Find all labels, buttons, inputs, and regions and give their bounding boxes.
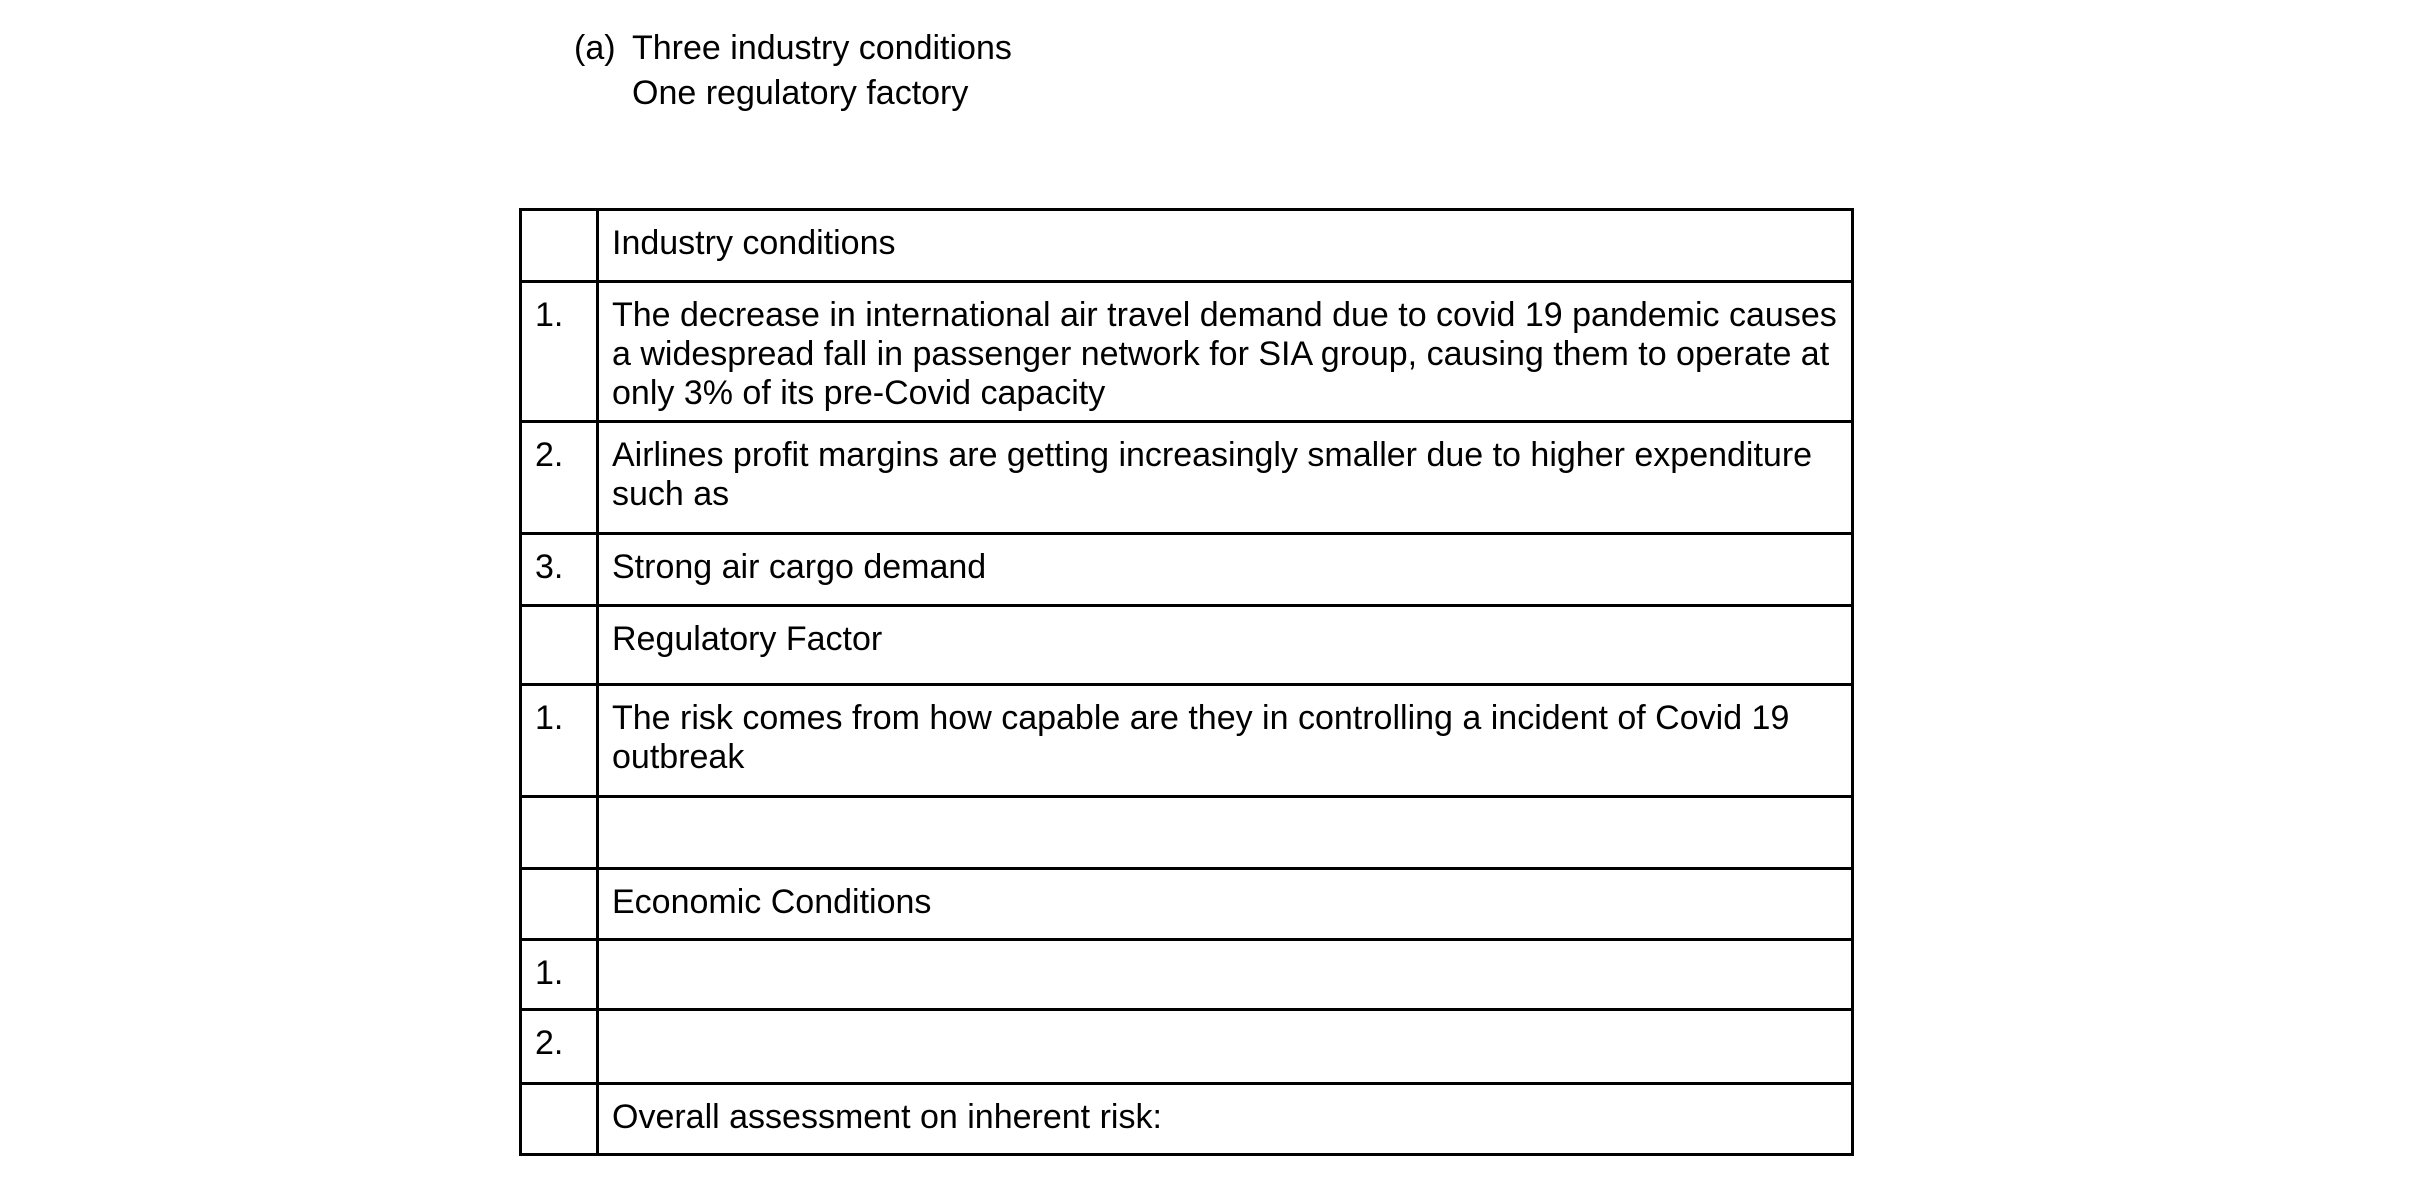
row-text-cell xyxy=(596,795,1854,870)
table-row: 2. Airlines profit margins are getting i… xyxy=(519,420,1854,535)
table-row: 1. The risk comes from how capable are t… xyxy=(519,683,1854,798)
row-text-cell: Airlines profit margins are getting incr… xyxy=(596,420,1854,535)
heading-text: Three industry conditions One regulatory… xyxy=(632,26,1012,116)
row-number-cell xyxy=(519,1082,599,1156)
section-header-cell: Regulatory Factor xyxy=(596,604,1854,686)
list-marker: (a) xyxy=(574,29,616,67)
row-number-cell xyxy=(519,795,599,870)
row-text-cell xyxy=(596,938,1854,1011)
row-text-cell xyxy=(596,1008,1854,1085)
table-row: Industry conditions xyxy=(519,208,1854,283)
section-header-cell: Economic Conditions xyxy=(596,867,1854,941)
table-row: 3. Strong air cargo demand xyxy=(519,532,1854,607)
row-text-cell: The decrease in international air travel… xyxy=(596,280,1854,423)
table-row: Overall assessment on inherent risk: xyxy=(519,1082,1854,1156)
row-text-cell: Strong air cargo demand xyxy=(596,532,1854,607)
list-item-a: (a) Three industry conditions One regula… xyxy=(574,26,1012,116)
table-row: 1. The decrease in international air tra… xyxy=(519,280,1854,423)
row-text-cell: The risk comes from how capable are they… xyxy=(596,683,1854,798)
row-number-cell: 2. xyxy=(519,1008,599,1085)
table-row: Economic Conditions xyxy=(519,867,1854,941)
row-number-cell xyxy=(519,208,599,283)
row-number-cell: 1. xyxy=(519,938,599,1011)
row-number-cell xyxy=(519,867,599,941)
table-row xyxy=(519,795,1854,870)
row-number-cell: 3. xyxy=(519,532,599,607)
heading-line-2: One regulatory factory xyxy=(632,74,969,112)
table-row: Regulatory Factor xyxy=(519,604,1854,686)
risk-assessment-table: Industry conditions 1. The decrease in i… xyxy=(519,208,1854,1156)
section-header-cell: Industry conditions xyxy=(596,208,1854,283)
heading-line-1: Three industry conditions xyxy=(632,29,1012,67)
table-row: 2. xyxy=(519,1008,1854,1085)
row-number-cell: 1. xyxy=(519,280,599,423)
row-number-cell xyxy=(519,604,599,686)
row-number-cell: 1. xyxy=(519,683,599,798)
table-row: 1. xyxy=(519,938,1854,1011)
row-number-cell: 2. xyxy=(519,420,599,535)
section-header-cell: Overall assessment on inherent risk: xyxy=(596,1082,1854,1156)
